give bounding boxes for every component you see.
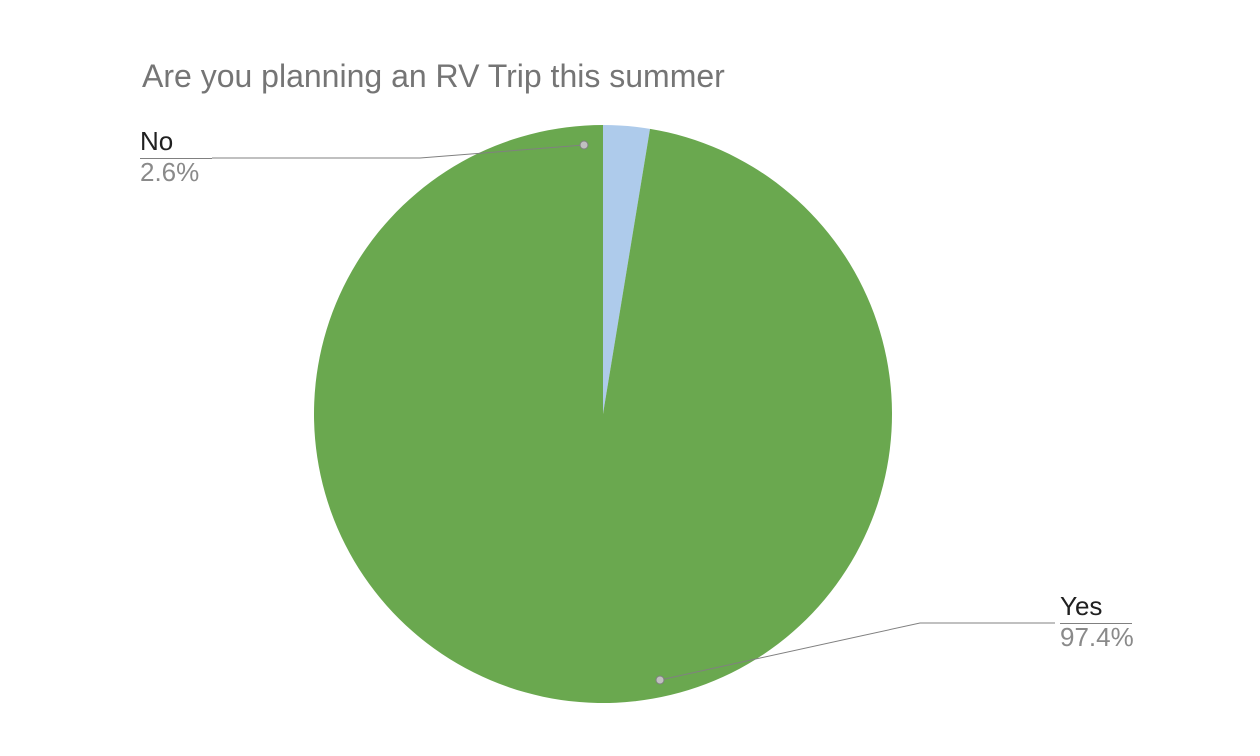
pie-slice-yes: [314, 125, 892, 703]
label-yes-pct: 97.4%: [1060, 622, 1134, 653]
label-no-name: No: [140, 126, 199, 157]
label-no: No 2.6%: [140, 126, 199, 188]
label-yes-name: Yes: [1060, 591, 1134, 622]
label-yes: Yes 97.4%: [1060, 591, 1134, 653]
label-no-pct: 2.6%: [140, 157, 199, 188]
label-no-underline: [140, 158, 212, 159]
label-yes-underline: [1060, 623, 1132, 624]
